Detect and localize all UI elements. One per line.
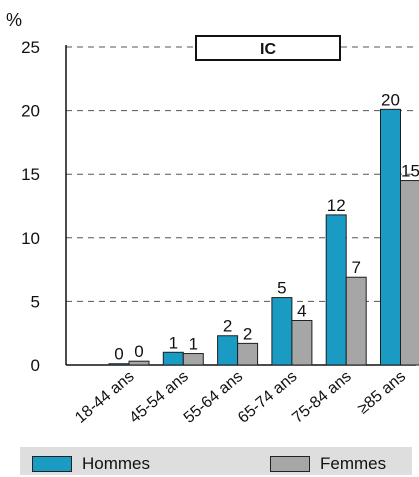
bar-femmes-1: [182, 353, 204, 366]
data-label-hommes-1: 1: [169, 333, 178, 352]
data-label-hommes-5: 20: [381, 90, 400, 109]
y-tick-label-0: 0: [31, 356, 40, 375]
gridlines: [66, 46, 416, 302]
bar-femmes-0: [128, 360, 150, 366]
x-tick-label-0: 18-44 ans: [72, 368, 137, 427]
data-label-hommes-3: 5: [277, 279, 286, 298]
bars: [108, 108, 419, 366]
x-tick-label-5: ≥85 ans: [355, 368, 409, 418]
legend-item-hommes: Hommes: [32, 454, 150, 474]
legend-item-femmes: Femmes: [270, 454, 386, 474]
data-label-femmes-2: 2: [243, 324, 252, 343]
x-tick-label-3: 65-74 ans: [235, 368, 300, 427]
y-axis-unit: %: [6, 10, 22, 30]
data-label-hommes-0: 0: [114, 345, 123, 364]
y-tick-label-15: 15: [21, 165, 40, 184]
data-label-femmes-0: 0: [134, 342, 143, 361]
legend-label-hommes: Hommes: [82, 454, 151, 473]
legend: Hommes Femmes: [20, 447, 412, 475]
y-tick-label-25: 25: [21, 38, 40, 57]
data-label-hommes-4: 12: [327, 196, 346, 215]
x-tick-label-1: 45-54 ans: [126, 368, 191, 427]
bar-hommes-3: [271, 297, 293, 366]
x-tick-label-4: 75-84 ans: [289, 368, 354, 427]
bar-hommes-1: [162, 351, 184, 366]
data-label-femmes-5: 15: [401, 162, 419, 181]
bar-hommes-2: [217, 335, 239, 366]
data-label-femmes-3: 4: [297, 301, 306, 320]
y-tick-label-10: 10: [21, 229, 40, 248]
bar-femmes-4: [345, 276, 367, 366]
chart-title: IC: [260, 41, 276, 58]
y-tick-label-20: 20: [21, 102, 40, 121]
data-label-hommes-2: 2: [223, 317, 232, 336]
legend-swatch-femmes: [270, 456, 310, 472]
bar-femmes-5: [400, 180, 419, 366]
legend-label-femmes: Femmes: [320, 454, 387, 473]
bar-hommes-0: [108, 363, 130, 366]
data-label-femmes-4: 7: [351, 258, 360, 277]
y-tick-label-5: 5: [31, 292, 40, 311]
bar-hommes-4: [325, 214, 347, 366]
legend-swatch-hommes: [32, 456, 72, 472]
bar-hommes-5: [380, 108, 401, 366]
x-tick-label-2: 55-64 ans: [181, 368, 246, 427]
bar-femmes-3: [291, 319, 313, 366]
data-label-femmes-1: 1: [189, 335, 198, 354]
bar-femmes-2: [237, 342, 259, 366]
chart-title-box: IC: [195, 35, 341, 61]
